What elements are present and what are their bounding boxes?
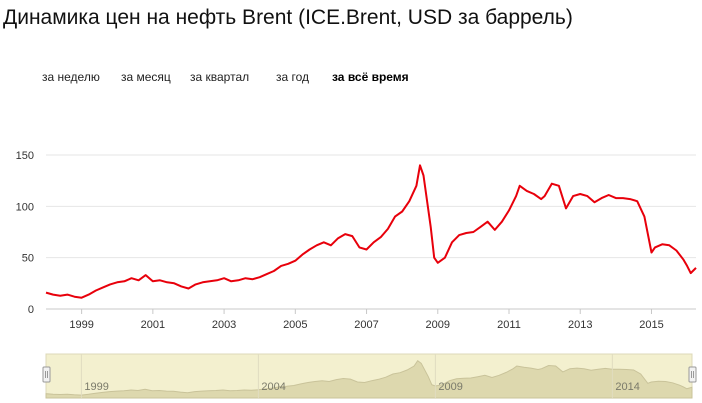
- y-tick-label: 0: [28, 304, 34, 316]
- x-axis: 1999 2001 2003 2005 2007 2009 2011 2013 2015: [69, 309, 664, 331]
- navigator-handle-left[interactable]: [42, 366, 51, 383]
- series-layer: [45, 164, 697, 299]
- x-tick-label: 2005: [283, 319, 307, 331]
- tab-week[interactable]: за неделю: [42, 70, 100, 84]
- y-axis: 0 50 100 150: [16, 150, 34, 316]
- x-tick-label: 2013: [568, 319, 592, 331]
- chart-title: Динамика цен на нефть Brent (ICE.Brent, …: [3, 6, 573, 29]
- navigator-tick-label: 2014: [615, 381, 639, 393]
- navigator-tick-label: 1999: [84, 381, 108, 393]
- x-tick-label: 1999: [69, 319, 93, 331]
- y-tick-label: 150: [16, 150, 34, 162]
- x-tick-label: 2011: [497, 319, 521, 331]
- tab-year[interactable]: за год: [276, 70, 310, 84]
- x-tick-label: 2015: [639, 319, 663, 331]
- tab-month[interactable]: за месяц: [121, 70, 171, 84]
- navigator: 1999 2004 2009 2014: [42, 353, 697, 399]
- tab-quarter[interactable]: за квартал: [190, 70, 250, 84]
- navigator-tick-label: 2004: [261, 381, 285, 393]
- grid: [46, 154, 696, 310]
- navigator-tick-label: 2009: [438, 381, 462, 393]
- x-tick-label: 2003: [212, 319, 236, 331]
- y-tick-label: 50: [22, 253, 34, 265]
- series-line-brent: [45, 164, 697, 299]
- x-tick-label: 2009: [426, 319, 450, 331]
- x-tick-label: 2007: [354, 319, 378, 331]
- x-tick-label: 2001: [141, 319, 165, 331]
- tab-all-time[interactable]: за всё время: [332, 70, 409, 84]
- navigator-handle-right[interactable]: [688, 366, 697, 383]
- y-tick-label: 100: [16, 201, 34, 213]
- navigator-area: [45, 359, 693, 399]
